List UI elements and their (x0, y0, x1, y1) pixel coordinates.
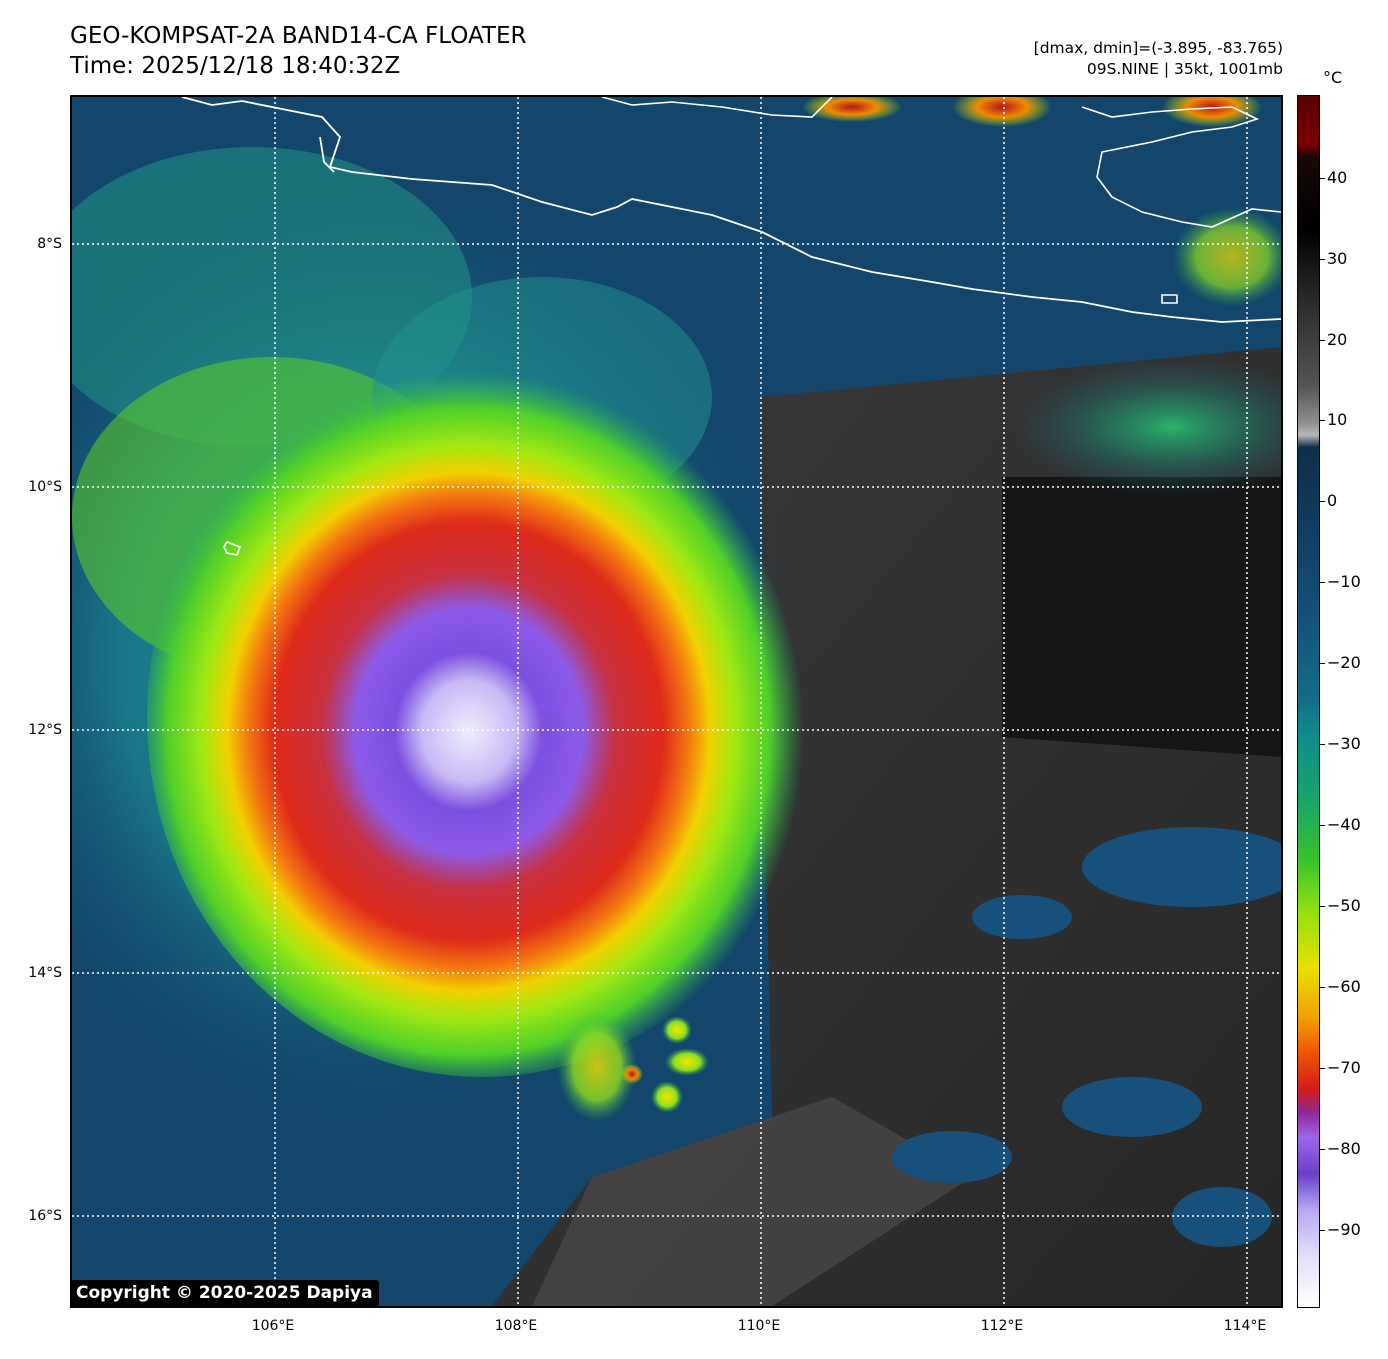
colorbar-label: −50 (1327, 896, 1361, 915)
lat-label-8s: 8°S (37, 236, 62, 252)
colorbar-tick (1320, 340, 1325, 341)
colorbar-tick (1320, 906, 1325, 907)
colorbar-label: −10 (1327, 572, 1361, 591)
colorbar-tick (1320, 259, 1325, 260)
colorbar-tick (1320, 420, 1325, 421)
lat-label-10s: 10°S (28, 479, 62, 495)
colorbar-tick (1320, 663, 1325, 664)
colorbar-label: −60 (1327, 977, 1361, 996)
data-range-info: [dmax, dmin]=(-3.895, -83.765) (1033, 39, 1283, 57)
lon-label-114e: 114°E (1223, 1318, 1267, 1334)
lon-label-112e: 112°E (980, 1318, 1024, 1334)
colorbar-tick (1320, 1149, 1325, 1150)
colorbar-label: 30 (1327, 249, 1348, 268)
gridlines (72, 97, 1281, 1306)
satellite-imagery (72, 97, 1281, 1306)
storm-info: 09S.NINE | 35kt, 1001mb (1086, 60, 1283, 78)
colorbar-tick (1320, 178, 1325, 179)
colorbar-label: −90 (1327, 1220, 1361, 1239)
colorbar-label: −20 (1327, 653, 1361, 672)
colorbar-tick (1320, 744, 1325, 745)
colorbar-unit: °C (1323, 68, 1343, 87)
lat-label-16s: 16°S (28, 1208, 62, 1224)
colorbar-tick (1320, 1068, 1325, 1069)
lat-label-12s: 12°S (28, 722, 62, 738)
lon-label-110e: 110°E (737, 1318, 781, 1334)
colorbar-tick (1320, 987, 1325, 988)
colorbar-label: 20 (1327, 330, 1348, 349)
colorbar-label: −70 (1327, 1058, 1361, 1077)
colorbar-label: 10 (1327, 410, 1348, 429)
colorbar-label: 40 (1327, 168, 1348, 187)
colorbar-tick (1320, 1230, 1325, 1231)
colorbar (1297, 95, 1320, 1308)
colorbar-tick (1320, 825, 1325, 826)
copyright-badge: Copyright © 2020-2025 Dapiya (70, 1280, 379, 1307)
colorbar-tick (1320, 582, 1325, 583)
colorbar-label: −80 (1327, 1139, 1361, 1158)
lon-label-108e: 108°E (494, 1318, 538, 1334)
map-timestamp: Time: 2025/12/18 18:40:32Z (70, 53, 401, 79)
satellite-map (70, 95, 1283, 1308)
map-title: GEO-KOMPSAT-2A BAND14-CA FLOATER (70, 23, 527, 49)
colorbar-label: −30 (1327, 734, 1361, 753)
colorbar-tick (1320, 501, 1325, 502)
lon-label-106e: 106°E (251, 1318, 295, 1334)
lat-label-14s: 14°S (28, 965, 62, 981)
colorbar-label: 0 (1327, 491, 1338, 510)
colorbar-label: −40 (1327, 815, 1361, 834)
